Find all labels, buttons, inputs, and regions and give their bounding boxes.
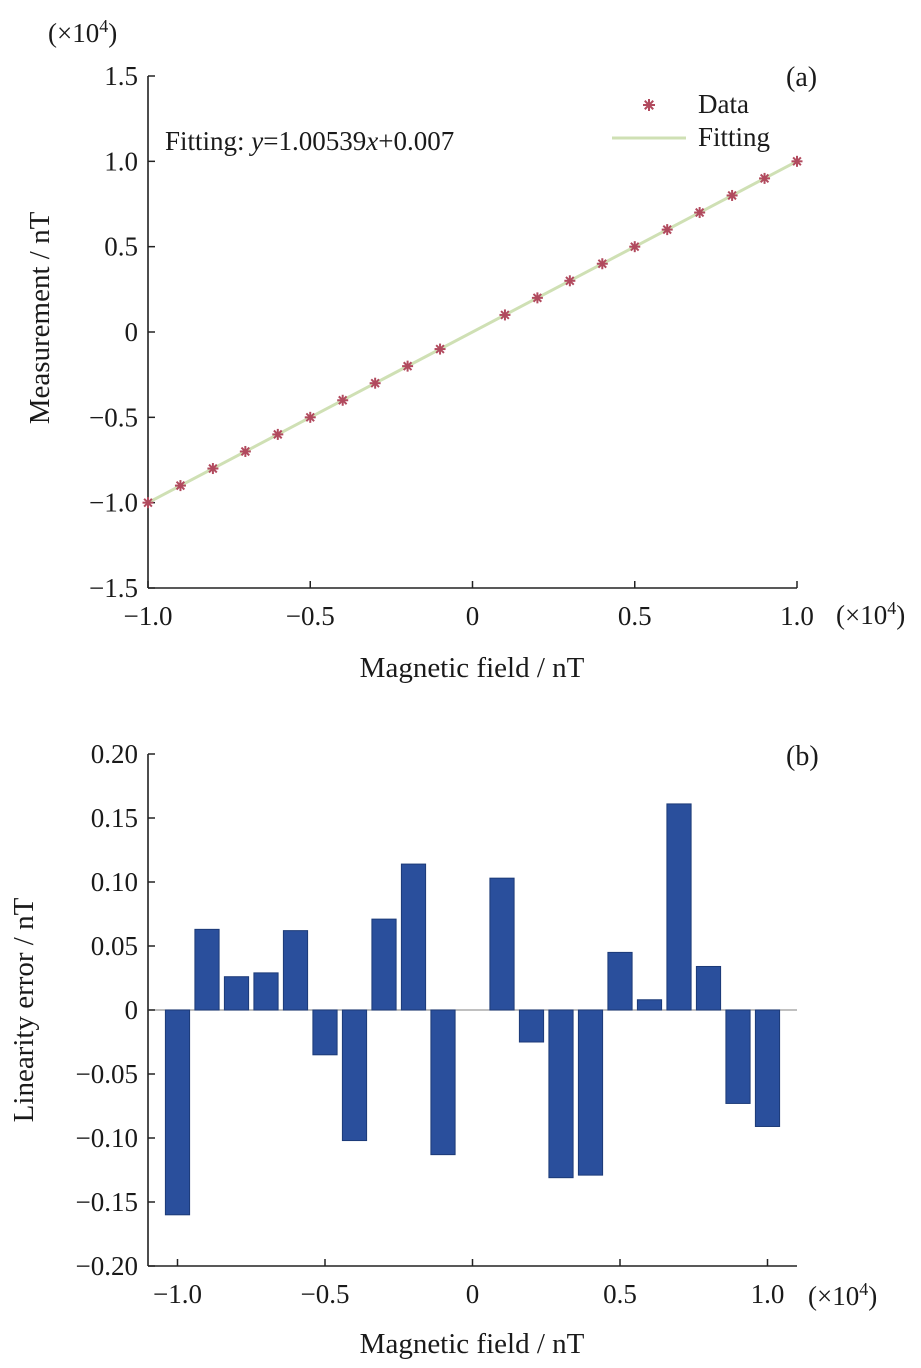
error-bar (548, 1009, 574, 1179)
panel-b-x-tick-label: 0 (466, 1279, 480, 1309)
error-bar (695, 965, 722, 1011)
error-bar (164, 1009, 191, 1216)
panel-a-y-tick-label: 1.0 (104, 146, 138, 176)
data-point (759, 172, 771, 184)
panel-a-y-multiplier: (×104) (48, 16, 117, 48)
legend-data-marker (643, 99, 655, 111)
error-bar (666, 803, 692, 1011)
panel-b-x-ticks: −1.0 −0.5 0 0.5 1.0 (153, 1259, 784, 1309)
panel-b-y-tick-label: 0.10 (91, 867, 138, 897)
error-bar (754, 1009, 781, 1127)
panel-a-y-tick-label: 1.5 (104, 61, 138, 91)
panel-a-x-axis-label: Magnetic field / nT (360, 652, 585, 684)
panel-b-x-tick-label: −1.0 (153, 1279, 202, 1309)
data-point (304, 411, 316, 423)
panel-a-x-multiplier: (×104) (836, 598, 905, 630)
error-bar (400, 863, 427, 1011)
panel-b-y-tick-label: −0.10 (76, 1123, 138, 1153)
error-bar (282, 930, 309, 1011)
panel-b-y-axis-label: Linearity error / nT (8, 897, 40, 1122)
panel-a-chart: 1.51.00.50−0.5−1.0−1.5 −1.0 −0.5 0 0.5 1.0 (… (24, 16, 905, 684)
data-point (369, 377, 381, 389)
data-point (629, 241, 641, 253)
error-bar (430, 1009, 456, 1156)
panel-b-bars (164, 803, 781, 1216)
error-bar (341, 1009, 368, 1142)
error-bar (371, 918, 397, 1011)
data-point (207, 463, 219, 475)
panel-a-x-tick-label: 0 (466, 601, 480, 631)
panel-a-x-tick-label: −0.5 (286, 601, 335, 631)
data-point (564, 275, 576, 287)
data-point (499, 309, 511, 321)
data-point (791, 155, 803, 167)
panel-a-x-ticks: −1.0 −0.5 0 0.5 1.0 (124, 581, 814, 631)
panel-b-y-ticks: 0.20 0.15 0.10 0.05 0 −0.05 −0.10 −0.15 −0.20 (76, 739, 155, 1281)
data-point (337, 394, 349, 406)
panel-b-x-axis-label: Magnetic field / nT (360, 1328, 585, 1360)
data-point (596, 258, 608, 270)
legend-fitting-label: Fitting (698, 122, 770, 152)
panel-b-y-tick-label: 0 (125, 995, 139, 1025)
data-point (531, 292, 543, 304)
error-bar (725, 1009, 751, 1104)
legend-star-marker (643, 99, 655, 111)
data-point (272, 428, 284, 440)
panel-a-y-tick-label: −1.5 (89, 573, 138, 603)
panel-b-y-tick-label: −0.20 (76, 1251, 138, 1281)
panel-a-fit-annotation: Fitting: y=1.00539x+0.007 (165, 126, 454, 156)
panel-b-chart: 0.20 0.15 0.10 0.05 0 −0.05 −0.10 −0.15 −0.20 −1… (8, 739, 877, 1360)
panel-b-y-tick-label: −0.05 (76, 1059, 138, 1089)
data-point (726, 189, 738, 201)
panel-b-x-tick-label: 1.0 (751, 1279, 785, 1309)
panel-a-y-tick-label: 0.5 (104, 232, 138, 262)
panel-b-label: (b) (786, 741, 819, 772)
error-bar (312, 1009, 338, 1056)
error-bar (636, 999, 663, 1011)
panel-a-data-points (142, 155, 803, 509)
panel-b-x-tick-label: −0.5 (301, 1279, 350, 1309)
panel-a-x-tick-label: 1.0 (780, 601, 814, 631)
panel-a-y-ticks: 1.5 1.0 0.5 0 −0.5 −1.0 −1.5 (89, 61, 155, 603)
panel-a-fit-line (147, 160, 798, 504)
panel-b-x-multiplier: (×104) (808, 1279, 877, 1311)
data-point (174, 480, 186, 492)
panel-a-x-tick-label: −1.0 (124, 601, 173, 631)
data-point (694, 207, 706, 219)
panel-b-y-tick-label: −0.15 (76, 1187, 138, 1217)
panel-a-x-tick-label: 0.5 (618, 601, 652, 631)
error-bar (194, 928, 220, 1011)
panel-a-legend: Data Fitting (612, 89, 770, 152)
error-bar (607, 951, 633, 1011)
panel-a-y-tick-label: −0.5 (89, 402, 138, 432)
error-bar (489, 877, 515, 1011)
data-point (434, 343, 446, 355)
panel-a-y-axis-label: Measurement / nT (24, 211, 56, 424)
data-point (239, 445, 251, 457)
error-bar (253, 972, 279, 1011)
panel-b-y-tick-label: 0.15 (91, 803, 138, 833)
error-bar (223, 976, 250, 1011)
error-bar (577, 1009, 604, 1176)
panel-a-y-tick-label: 0 (125, 317, 139, 347)
panel-b-y-tick-label: 0.20 (91, 739, 138, 769)
legend-data-label: Data (698, 89, 749, 119)
data-point (402, 360, 414, 372)
error-bar (518, 1009, 545, 1043)
data-point (661, 224, 673, 236)
fitting-line (147, 160, 798, 504)
panel-b-y-tick-label: 0.05 (91, 931, 138, 961)
panel-b-x-tick-label: 0.5 (603, 1279, 637, 1309)
data-point (142, 497, 154, 509)
panel-a-y-tick-label: −1.0 (89, 488, 138, 518)
panel-a-label: (a) (786, 62, 817, 93)
